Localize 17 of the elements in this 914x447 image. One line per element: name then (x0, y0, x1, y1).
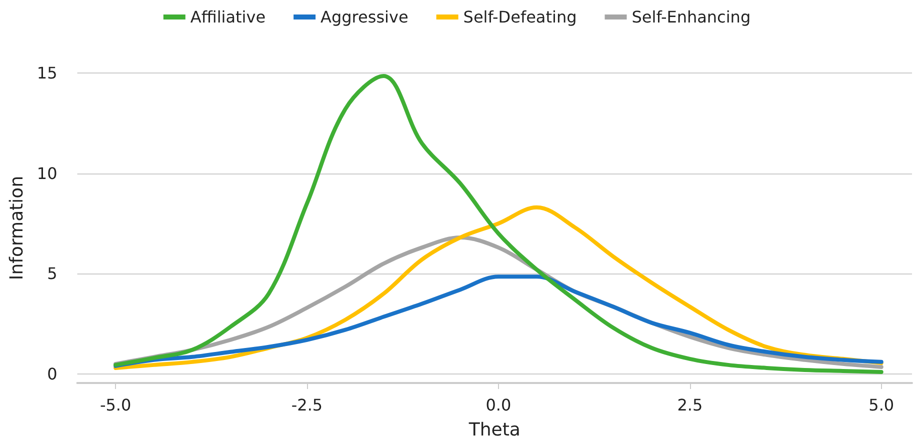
y-axis-title: Information (6, 176, 28, 280)
y-tick-label: 0 (47, 364, 58, 384)
x-tick-label: 2.5 (677, 396, 703, 414)
legend-label: Affiliative (190, 8, 266, 26)
legend-label: Aggressive (320, 8, 408, 26)
x-axis-title: Theta (468, 420, 520, 440)
line-series (114, 74, 884, 374)
x-tick-label: -5.0 (100, 396, 132, 414)
legend-label: Self-Defeating (463, 8, 577, 26)
x-tick-label: 0.0 (486, 396, 512, 414)
legend-label: Self-Enhancing (632, 8, 751, 26)
x-tick-label: -2.5 (291, 396, 323, 414)
y-tick-label: 10 (36, 164, 58, 183)
y-tick-label: 5 (47, 264, 58, 284)
y-tick-label: 15 (36, 64, 58, 82)
line-series (114, 274, 884, 368)
x-tick-label: 5.0 (868, 396, 894, 414)
